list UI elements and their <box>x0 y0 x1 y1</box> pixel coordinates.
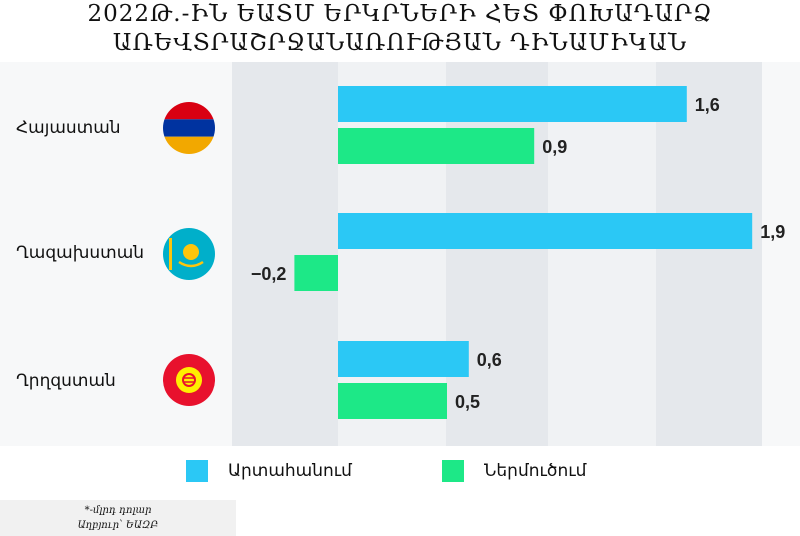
title-line-2: ԱՌԵՎՏՐԱՇՐՋԱՆԱՌՈՒԹՅԱՆ ԴԻՆԱՄԻԿԱՆ <box>112 30 688 56</box>
grid-band-4 <box>656 62 762 446</box>
bar-import-2 <box>338 383 447 419</box>
bar-import-0 <box>338 128 535 164</box>
data-label-export-0: 1,6 <box>695 95 720 115</box>
bar-export-1 <box>338 213 753 249</box>
footnote-unit: *-մլրդ դոլար <box>84 505 152 516</box>
data-label-export-2: 0,6 <box>477 350 502 370</box>
title-line-1: 2022Թ.-ԻՆ ԵԱՏՄ ԵՐԿՐՆԵՐԻ ՀԵՏ ՓՈԽԱԴԱՐՁ <box>87 1 713 27</box>
legend-label-import: Ներմուծում <box>484 461 587 481</box>
bar-export-0 <box>338 86 687 122</box>
data-label-import-1: −0,2 <box>251 264 287 284</box>
data-label-import-2: 0,5 <box>455 392 480 412</box>
category-label-armenia: Հայաստան <box>16 118 121 138</box>
grid-band-0 <box>232 62 338 446</box>
kyrgyzstan-flag-icon <box>163 354 215 406</box>
category-label-kyrgyzstan: Ղրղզստան <box>16 371 116 391</box>
data-label-export-1: 1,9 <box>760 222 785 242</box>
legend-label-export: Արտահանում <box>228 461 352 481</box>
footnote: *-մլրդ դոլար Աղբյուր՝ ԵԱԶԲ <box>0 500 236 536</box>
footnote-source: Աղբյուր՝ ԵԱԶԲ <box>77 520 159 531</box>
bar-import-1 <box>294 255 338 291</box>
legend-swatch-import <box>442 460 464 482</box>
category-label-kazakhstan: Ղազախստան <box>16 243 145 263</box>
kazakhstan-flag-icon <box>163 228 215 280</box>
grid-band-2 <box>446 62 548 446</box>
legend-item-export: Արտահանում <box>186 460 352 482</box>
bar-export-2 <box>338 341 469 377</box>
data-label-import-0: 0,9 <box>542 137 567 157</box>
armenia-flag-icon <box>163 102 215 154</box>
grid-band-1 <box>338 62 446 446</box>
chart-title: 2022Թ.-ԻՆ ԵԱՏՄ ԵՐԿՐՆԵՐԻ ՀԵՏ ՓՈԽԱԴԱՐՁ ԱՌԵ… <box>0 0 800 58</box>
grid-band-3 <box>548 62 656 446</box>
legend-swatch-export <box>186 460 208 482</box>
legend-item-import: Ներմուծում <box>442 460 586 482</box>
